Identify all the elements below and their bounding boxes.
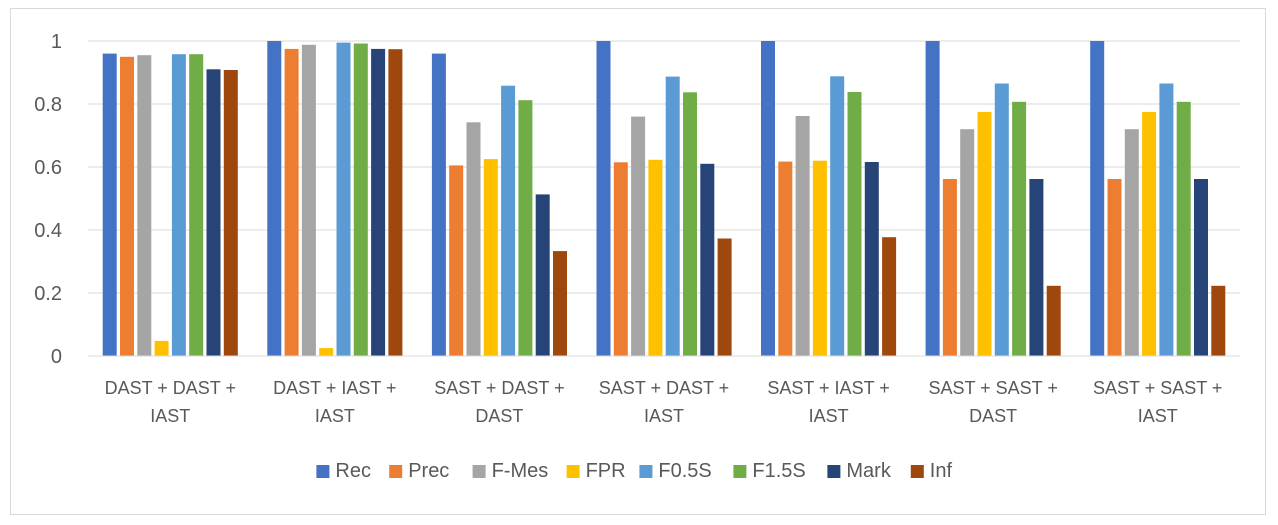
y-axis-tick-labels: 0 0.2 0.4 0.6 0.8 1 <box>34 31 62 368</box>
legend: Rec Prec F-Mes FPR F0.5S F1.5S Mark Inf <box>316 460 952 482</box>
legend-swatch <box>389 465 403 478</box>
bar-inf <box>882 237 897 356</box>
legend-label: F1.5S <box>752 460 805 482</box>
bar-prec <box>942 179 957 356</box>
bar-prec <box>449 165 464 356</box>
x-category-label: IAST <box>315 406 355 426</box>
x-category-label: SAST + SAST + <box>1093 378 1222 398</box>
legend-swatch <box>910 465 924 478</box>
y-tick-label: 0.6 <box>34 157 62 179</box>
x-category-label: SAST + IAST + <box>767 378 889 398</box>
bar-inf <box>717 238 732 356</box>
bar-f0-5s <box>1159 83 1174 356</box>
bars <box>102 41 1226 357</box>
legend-label: F0.5S <box>658 460 711 482</box>
x-category-label: SAST + DAST + <box>599 378 729 398</box>
legend-swatch <box>316 465 330 478</box>
legend-swatch <box>733 465 747 478</box>
y-tick-label: 0.2 <box>34 283 62 305</box>
legend-swatch <box>472 465 486 478</box>
bar-rec <box>761 41 775 356</box>
bar-inf <box>388 49 403 356</box>
bar-prec <box>1107 179 1122 356</box>
x-category-label: IAST <box>1138 406 1178 426</box>
bar-mark <box>700 163 715 356</box>
bar-f1-5s <box>518 100 533 356</box>
x-category-label: DAST + DAST + <box>105 378 236 398</box>
bar-f1-5s <box>847 92 862 356</box>
bar-f-mes <box>795 116 810 356</box>
bar-fpr <box>812 160 827 356</box>
bar-f-mes <box>960 129 975 356</box>
x-category-label: SAST + DAST + <box>434 378 564 398</box>
bar-f1-5s <box>189 54 204 356</box>
x-category-label: IAST <box>150 406 190 426</box>
legend-label: Mark <box>846 460 891 482</box>
bar-inf <box>553 251 567 356</box>
y-tick-label: 0.8 <box>34 94 62 116</box>
x-category-label: IAST <box>809 406 849 426</box>
x-category-label: DAST <box>969 406 1017 426</box>
bar-mark <box>535 194 550 356</box>
bar-inf <box>223 70 238 356</box>
bar-fpr <box>319 348 334 356</box>
bar-rec <box>1090 41 1105 356</box>
bar-prec <box>120 56 134 357</box>
bar-mark <box>864 162 879 356</box>
bar-rec <box>596 41 611 356</box>
bar-prec <box>284 48 299 357</box>
bar-f0-5s <box>336 42 351 356</box>
x-category-label: SAST + SAST + <box>928 378 1057 398</box>
bar-f-mes <box>1124 129 1139 356</box>
gridlines <box>88 40 1240 294</box>
bar-f-mes <box>631 116 646 356</box>
bar-mark <box>1029 179 1044 356</box>
bar-rec <box>102 53 117 356</box>
bar-f0-5s <box>665 76 680 356</box>
bar-f0-5s <box>830 76 845 357</box>
bar-f0-5s <box>171 54 186 356</box>
bar-mark <box>1194 179 1208 356</box>
y-tick-label: 1 <box>51 31 62 53</box>
bar-fpr <box>154 340 169 356</box>
bar-rec <box>267 41 282 356</box>
legend-swatch <box>639 465 653 478</box>
legend-swatch <box>827 465 841 478</box>
bar-fpr <box>483 159 498 356</box>
bar-mark <box>206 69 221 357</box>
bar-f0-5s <box>501 85 516 356</box>
legend-label: Rec <box>335 460 371 482</box>
bar-f-mes <box>137 55 152 356</box>
x-axis-category-labels: DAST + DAST + IAST DAST + IAST + IAST SAST +… <box>105 378 1223 426</box>
y-tick-label: 0 <box>51 346 62 368</box>
bar-f1-5s <box>1012 101 1027 356</box>
bar-inf <box>1046 285 1061 356</box>
bar-fpr <box>977 111 992 357</box>
x-category-label: IAST <box>644 406 684 426</box>
bar-inf <box>1211 285 1226 356</box>
bar-rec <box>431 53 446 356</box>
legend-label: Prec <box>408 460 449 482</box>
bar-f-mes <box>301 44 316 357</box>
bar-rec <box>925 41 940 356</box>
x-category-label: DAST + IAST + <box>273 378 396 398</box>
legend-swatch <box>566 465 580 478</box>
legend-label: F-Mes <box>492 460 549 482</box>
bar-f1-5s <box>353 43 368 356</box>
bar-f1-5s <box>683 92 697 357</box>
y-tick-label: 0.4 <box>34 220 62 242</box>
bar-mark <box>371 48 386 357</box>
legend-label: Inf <box>930 460 953 482</box>
bar-f1-5s <box>1176 101 1191 356</box>
x-category-label: DAST <box>475 406 523 426</box>
bar-prec <box>778 161 793 356</box>
bar-prec <box>613 162 628 356</box>
bar-f-mes <box>466 122 481 356</box>
bar-fpr <box>648 159 663 356</box>
legend-label: FPR <box>586 460 626 482</box>
bar-fpr <box>1142 111 1157 357</box>
bar-f0-5s <box>994 83 1009 356</box>
